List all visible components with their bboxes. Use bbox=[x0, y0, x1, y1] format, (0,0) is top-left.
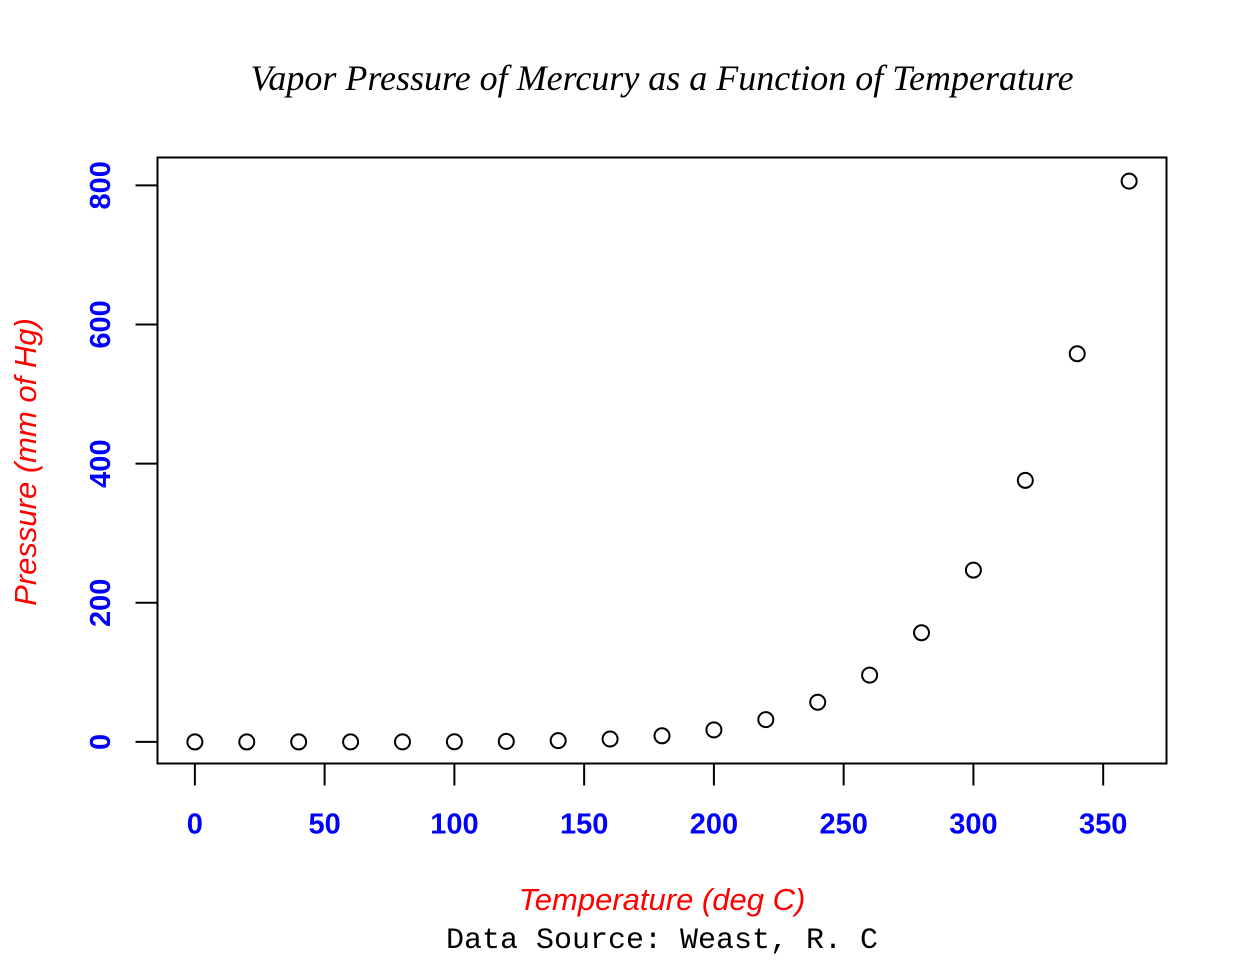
y-tick-label: 200 bbox=[85, 579, 117, 627]
data-point bbox=[757, 711, 775, 729]
x-tick-label: 50 bbox=[308, 809, 340, 841]
y-axis: 0 200 400 600 800 bbox=[85, 161, 159, 750]
data-point bbox=[861, 666, 879, 684]
data-point bbox=[238, 733, 256, 751]
data-point bbox=[290, 733, 308, 751]
data-point bbox=[445, 733, 463, 751]
data-point bbox=[549, 732, 567, 750]
data-point bbox=[393, 733, 411, 751]
data-point bbox=[342, 733, 360, 751]
data-point bbox=[705, 721, 723, 739]
data-points bbox=[186, 172, 1138, 751]
data-point bbox=[653, 727, 671, 745]
plot-frame bbox=[156, 156, 1168, 765]
data-point bbox=[601, 730, 619, 748]
x-tick-label: 200 bbox=[690, 809, 738, 841]
x-tick-label: 0 bbox=[187, 809, 203, 841]
data-source-caption: Data Source: Weast, R. C bbox=[446, 924, 878, 958]
data-point bbox=[964, 561, 982, 579]
data-point bbox=[1120, 172, 1138, 190]
data-point bbox=[809, 693, 827, 711]
x-tick-label: 350 bbox=[1079, 809, 1127, 841]
data-point bbox=[1068, 345, 1086, 363]
x-tick-label: 100 bbox=[430, 809, 478, 841]
x-tick-label: 150 bbox=[560, 809, 608, 841]
chart-title: Vapor Pressure of Mercury as a Function … bbox=[250, 58, 1073, 98]
y-tick-label: 600 bbox=[85, 300, 117, 348]
x-tick-label: 250 bbox=[819, 809, 867, 841]
x-tick-label: 300 bbox=[949, 809, 997, 841]
y-axis-label: Pressure (mm of Hg) bbox=[8, 318, 43, 606]
data-point bbox=[186, 733, 204, 751]
y-tick-label: 800 bbox=[85, 161, 117, 209]
y-tick-label: 0 bbox=[85, 734, 117, 750]
x-axis: 0 50 100 150 200 250 300 350 bbox=[187, 762, 1127, 841]
x-axis-label: Temperature (deg C) bbox=[519, 882, 806, 917]
data-point bbox=[497, 732, 515, 750]
data-point bbox=[913, 624, 931, 642]
y-tick-label: 400 bbox=[85, 439, 117, 487]
data-point bbox=[1016, 471, 1034, 489]
